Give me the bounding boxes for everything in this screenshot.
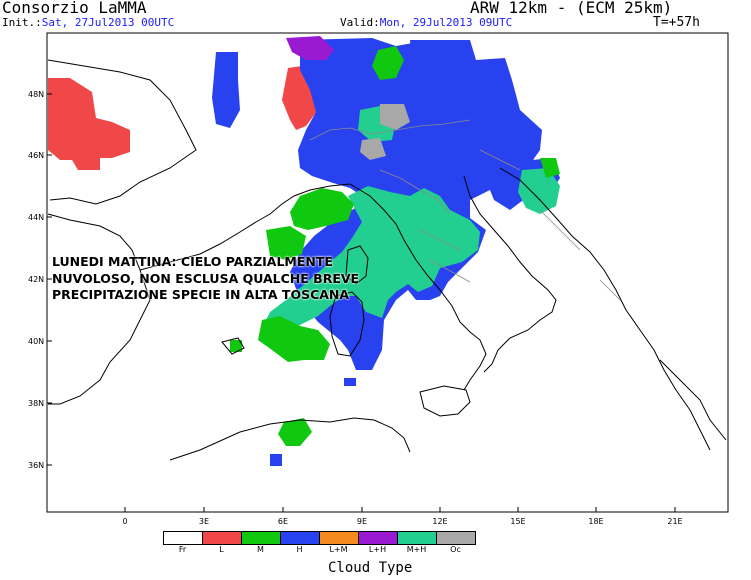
cloud-high-west	[212, 52, 240, 128]
valid-time: Valid:Mon, 29Jul2013 09UTC	[340, 16, 512, 29]
legend-swatch-lh	[359, 532, 398, 544]
lat-label: 38N	[28, 399, 44, 408]
legend-label: M+H	[406, 545, 427, 554]
lon-label: 15E	[510, 517, 525, 526]
coast-sicily	[419, 385, 471, 417]
lon-label: 18E	[588, 517, 603, 526]
cloud-lowhigh-north	[286, 36, 334, 60]
cloud-mid-west	[266, 226, 306, 260]
legend-label: L+H	[368, 545, 387, 554]
legend-title: Cloud Type	[328, 560, 413, 576]
init-label: Init.:	[2, 16, 42, 29]
lat-label: 36N	[28, 461, 44, 470]
lon-label: 6E	[278, 517, 288, 526]
coast-balearic	[221, 337, 245, 355]
cloud-mid-africa	[278, 418, 312, 446]
lat-axis: 48N 46N 44N 42N 40N 38N 36N	[28, 90, 44, 470]
cloud-mid-north	[372, 46, 404, 80]
cloud-mid-ligurian	[290, 188, 354, 230]
lon-label: 0	[122, 517, 127, 526]
tick-marks	[47, 93, 676, 512]
coast-italy-east	[463, 175, 557, 373]
lat-label: 44N	[28, 213, 44, 222]
cloud-midhigh-central	[262, 186, 480, 334]
cloud-high-sicily	[344, 378, 356, 386]
legend-labels: Fr L M H L+M L+H M+H Oc	[163, 545, 475, 554]
cloud-fields	[48, 36, 560, 466]
legend-label: L+M	[329, 545, 348, 554]
cloud-overcast-alps-west	[360, 138, 386, 160]
header-title: Consorzio LaMMA	[2, 0, 147, 17]
coast-africa	[169, 417, 411, 461]
legend-label: H	[296, 545, 303, 554]
cloud-high-north	[410, 40, 440, 80]
cloud-high-africa	[270, 454, 282, 466]
header-model: ARW 12km - (ECM 25km)	[470, 0, 673, 17]
coast-france-iberia	[47, 59, 351, 405]
forecast-text: LUNEDI MATTINA: CIELO PARZIALMENTE NUVOL…	[52, 254, 360, 302]
border-italy-regions	[379, 169, 471, 283]
legend-label: Oc	[450, 545, 461, 554]
lat-label: 48N	[28, 90, 44, 99]
init-time: Init.:Sat, 27Jul2013 00UTC	[2, 16, 174, 29]
lon-label: 3E	[199, 517, 209, 526]
cloud-mid-sardinia-west	[258, 316, 330, 362]
border-balkans	[479, 149, 621, 301]
map-frame	[46, 32, 729, 513]
lon-label: 9E	[357, 517, 367, 526]
cloud-low-france	[48, 78, 130, 170]
coast-italy-west	[349, 183, 487, 391]
lon-axis: 0 3E 6E 9E 12E 15E 18E 21E	[122, 517, 682, 526]
lon-label: 12E	[432, 517, 447, 526]
legend-swatch-l	[203, 532, 242, 544]
cloud-mid-se	[540, 158, 560, 178]
legend-swatch-oc	[437, 532, 475, 544]
coastlines	[47, 59, 727, 461]
valid-value: Mon, 29Jul2013 09UTC	[379, 16, 513, 29]
lat-label: 42N	[28, 275, 44, 284]
cloud-overcast-alps-east	[380, 104, 410, 130]
coast-sardinia	[329, 291, 365, 357]
coast-corsica	[345, 245, 369, 285]
init-value: Sat, 27Jul2013 00UTC	[41, 16, 175, 29]
legend-label: M	[257, 545, 264, 554]
country-borders	[309, 119, 621, 301]
valid-label: Valid:	[340, 16, 380, 29]
legend-swatch-lm	[320, 532, 359, 544]
cloud-mid-balearic	[230, 340, 242, 352]
lon-label: 21E	[667, 517, 682, 526]
lat-label: 46N	[28, 151, 44, 160]
cloud-midhigh-adriatic	[518, 168, 560, 214]
legend-swatch-fr	[164, 532, 203, 544]
lead-time: T=+57h	[653, 15, 700, 30]
coast-balkans	[499, 167, 711, 451]
legend-label: L	[219, 545, 224, 554]
coast-greece	[659, 359, 727, 441]
legend-swatch-m	[242, 532, 281, 544]
legend-swatch-mh	[398, 532, 437, 544]
border-alps	[309, 119, 471, 141]
legend-label: Fr	[178, 545, 187, 554]
legend-swatch-h	[281, 532, 320, 544]
legend-bar	[163, 531, 476, 545]
lat-label: 40N	[28, 337, 44, 346]
